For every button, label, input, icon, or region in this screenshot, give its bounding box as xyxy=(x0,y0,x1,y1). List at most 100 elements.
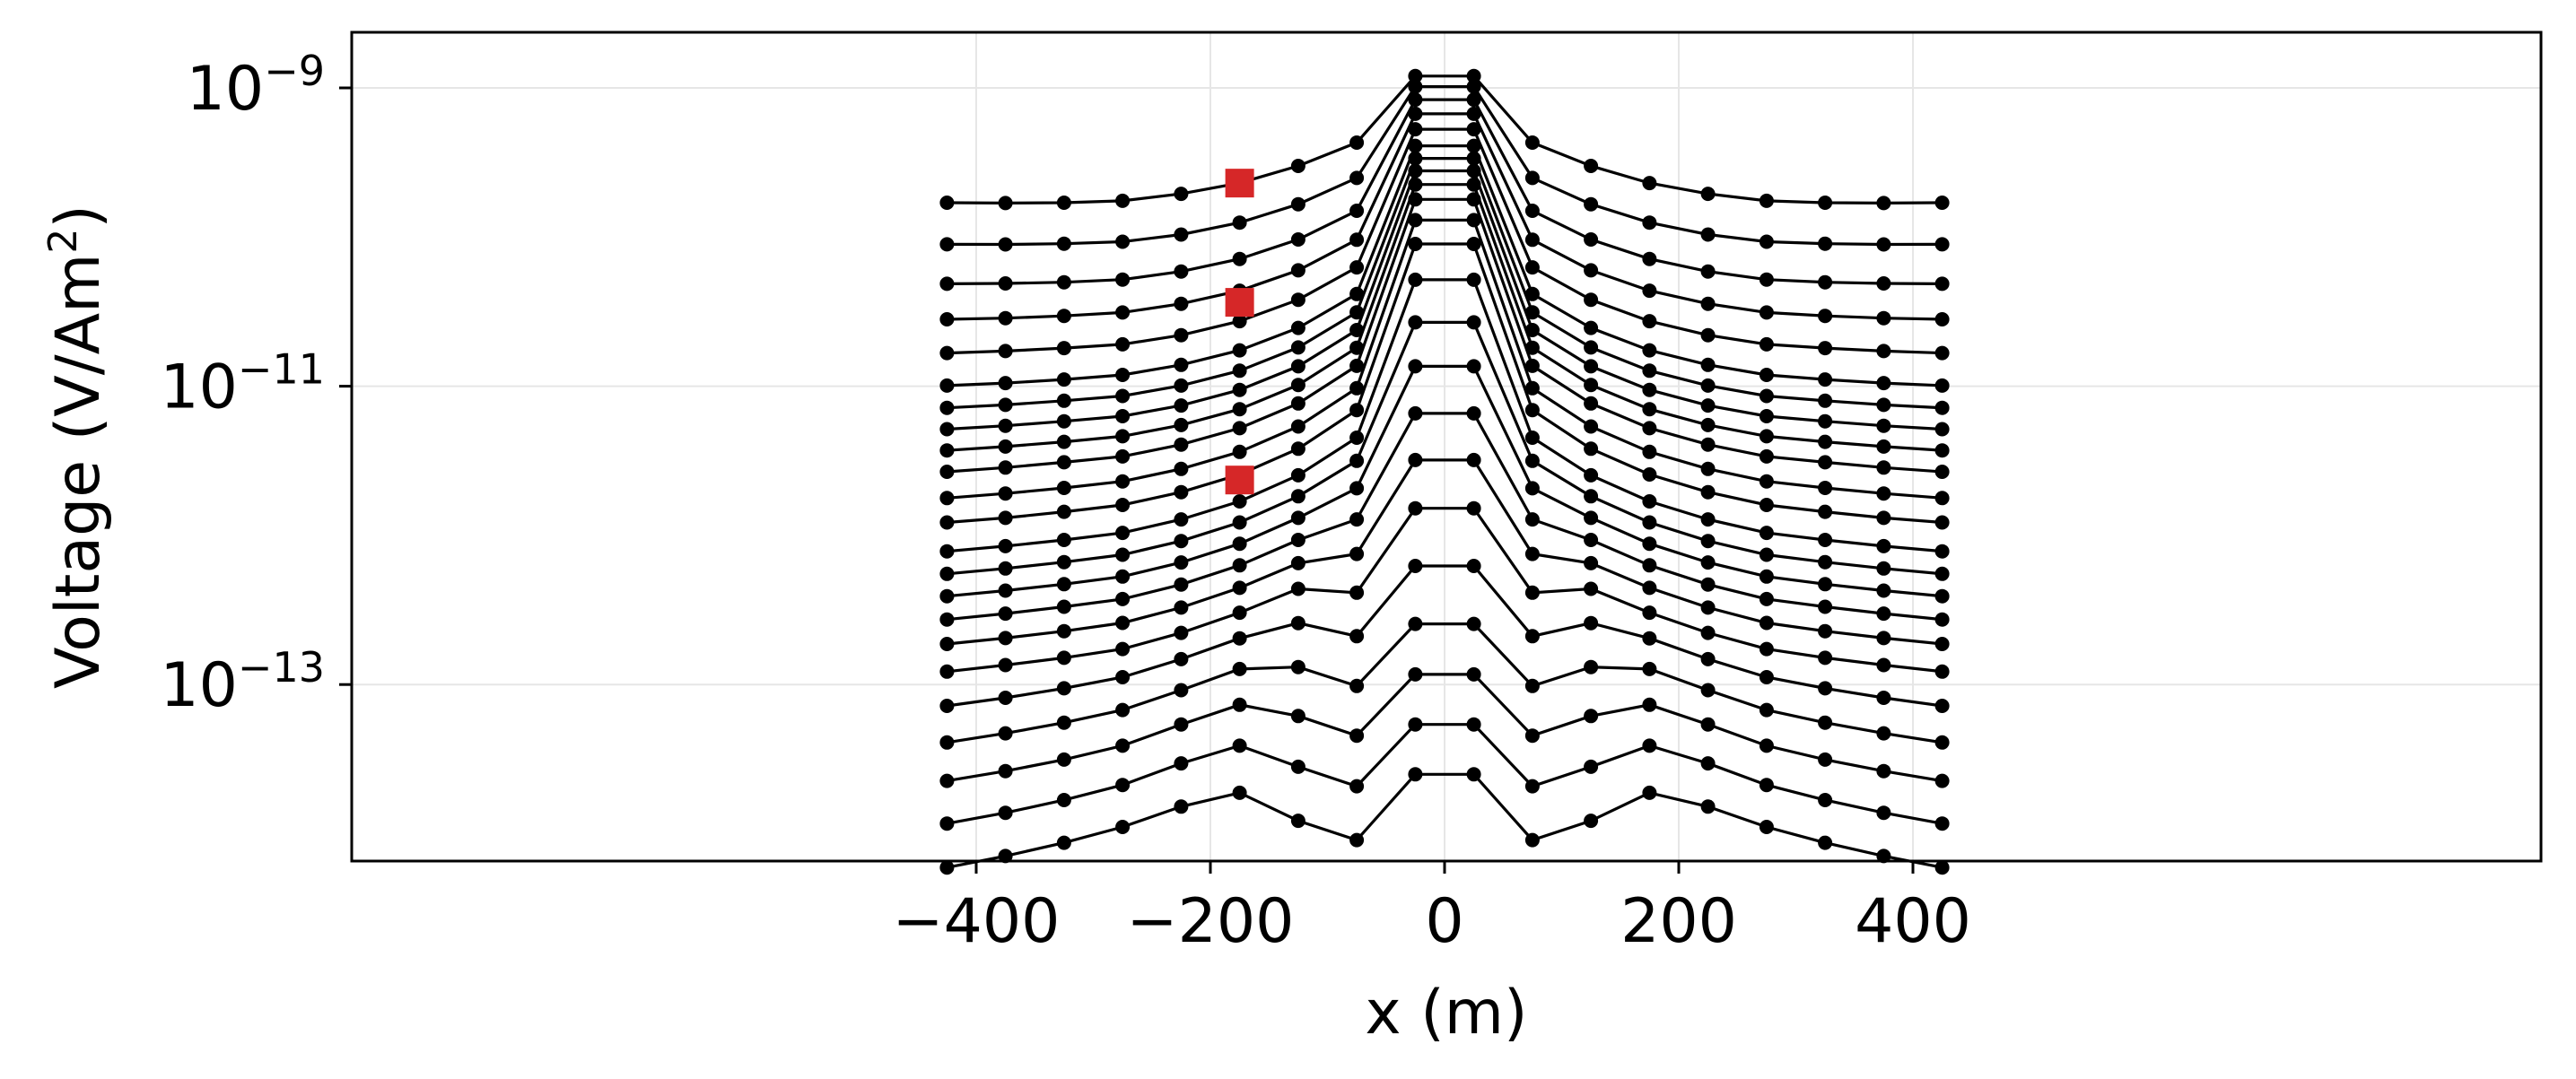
data-point xyxy=(1642,605,1657,621)
data-point xyxy=(1349,678,1365,693)
data-point xyxy=(1349,358,1365,373)
data-point xyxy=(1349,481,1365,496)
data-point xyxy=(1466,79,1481,94)
data-point xyxy=(1056,309,1071,324)
data-point xyxy=(1115,670,1131,684)
data-point xyxy=(1818,599,1833,614)
data-point xyxy=(1876,763,1891,779)
data-point xyxy=(939,196,955,210)
data-point xyxy=(1524,728,1540,744)
data-point xyxy=(998,583,1013,598)
data-point xyxy=(1524,260,1540,275)
data-point xyxy=(1174,799,1189,814)
data-point xyxy=(1584,159,1599,173)
data-point xyxy=(1056,623,1071,639)
data-point xyxy=(1056,533,1071,547)
data-point xyxy=(939,345,955,361)
data-point xyxy=(1584,320,1599,335)
data-point xyxy=(1232,697,1247,712)
data-point xyxy=(1700,683,1716,698)
data-point xyxy=(1700,651,1716,666)
data-point xyxy=(1115,591,1131,606)
series-line-4 xyxy=(947,112,1943,321)
data-point xyxy=(1232,580,1247,596)
data-point xyxy=(1115,388,1131,404)
data-point xyxy=(1408,767,1423,782)
y-tick-label: 10−11 xyxy=(160,345,325,423)
data-point xyxy=(1056,274,1071,290)
data-point xyxy=(1642,343,1657,358)
data-point xyxy=(1584,196,1599,212)
data-point xyxy=(939,588,955,604)
data-point xyxy=(939,544,955,559)
data-point xyxy=(1232,536,1247,552)
data-point xyxy=(1584,263,1599,278)
data-point xyxy=(1232,343,1247,358)
data-point xyxy=(998,606,1013,622)
highlighted-point xyxy=(1225,466,1254,495)
data-point xyxy=(1759,336,1774,352)
data-point xyxy=(1759,474,1774,489)
highlighted-point xyxy=(1225,288,1254,318)
data-point xyxy=(939,860,955,875)
data-point xyxy=(1174,461,1189,476)
data-point xyxy=(998,510,1013,526)
series-line-8 xyxy=(947,169,1943,431)
data-point xyxy=(939,465,955,479)
y-axis-label-close: ) xyxy=(43,204,114,229)
data-point xyxy=(1818,715,1833,730)
data-point xyxy=(1934,588,1950,604)
data-point xyxy=(1408,359,1423,374)
data-point xyxy=(1056,481,1071,495)
data-point xyxy=(939,276,955,292)
data-point xyxy=(1349,431,1365,445)
data-point xyxy=(1876,510,1891,526)
data-point xyxy=(1290,581,1305,596)
data-point xyxy=(1349,170,1365,186)
data-point xyxy=(1290,615,1305,631)
data-point xyxy=(939,664,955,679)
data-point xyxy=(1466,272,1481,287)
data-point xyxy=(1408,122,1423,137)
data-point xyxy=(1934,443,1950,458)
data-point xyxy=(1115,234,1131,249)
data-point xyxy=(1876,561,1891,576)
data-point xyxy=(939,735,955,750)
data-point xyxy=(1174,683,1189,698)
data-point xyxy=(1642,363,1657,379)
data-point xyxy=(1934,566,1950,581)
data-point xyxy=(1466,666,1481,682)
data-point xyxy=(1349,585,1365,600)
data-point xyxy=(1759,778,1774,793)
grid-lines xyxy=(352,32,2541,861)
data-point xyxy=(1174,264,1189,279)
data-point xyxy=(1232,558,1247,573)
data-point xyxy=(998,486,1013,501)
data-point xyxy=(998,397,1013,413)
data-point xyxy=(998,763,1013,779)
data-point xyxy=(1524,629,1540,644)
data-point xyxy=(998,439,1013,454)
data-point xyxy=(1408,452,1423,467)
data-point xyxy=(1584,378,1599,393)
data-point xyxy=(1408,405,1423,421)
y-axis-ticks: 10−9 10−11 10−13 xyxy=(160,47,352,721)
data-point xyxy=(1642,467,1657,482)
data-point xyxy=(1934,422,1950,437)
data-point xyxy=(1876,583,1891,598)
data-point xyxy=(1584,814,1599,829)
data-point xyxy=(1584,581,1599,596)
data-point xyxy=(1642,283,1657,299)
data-point xyxy=(1174,577,1189,592)
data-point xyxy=(939,773,955,788)
data-point xyxy=(1584,555,1599,570)
data-point xyxy=(1408,92,1423,108)
data-point xyxy=(1232,402,1247,417)
data-point xyxy=(1408,500,1423,516)
data-point xyxy=(1818,413,1833,429)
data-point xyxy=(1759,388,1774,404)
x-tick-label: −400 xyxy=(893,886,1061,957)
data-point xyxy=(1818,533,1833,547)
series-line-2 xyxy=(947,84,1943,247)
data-point xyxy=(1642,785,1657,800)
